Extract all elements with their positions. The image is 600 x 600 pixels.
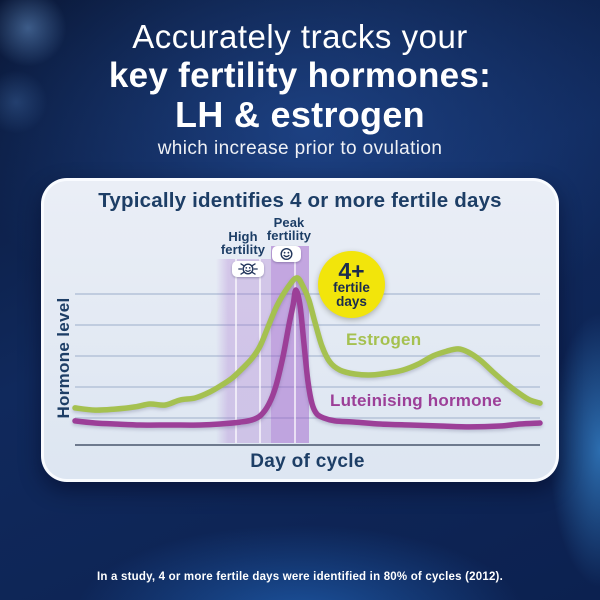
high-result-chip (232, 261, 264, 277)
badge-line2: fertile (333, 279, 370, 295)
high-fertility-label-line2: fertility (220, 241, 266, 257)
chart-card: Typically identifies 4 or more fertile d… (41, 178, 559, 482)
y-axis-label: Hormone level (54, 297, 73, 419)
band-day-separator (235, 259, 237, 443)
flashing-smiley-icon (238, 263, 258, 275)
peak-fertility-label-line2: fertility (266, 227, 312, 243)
x-axis-label: Day of cycle (250, 451, 365, 472)
headline-line1: Accurately tracks your (132, 18, 468, 55)
lh-series-label: Luteinising hormone (330, 391, 502, 410)
estrogen-curve (72, 275, 543, 413)
estrogen-series-label: Estrogen (346, 330, 422, 349)
lh-curve (72, 287, 543, 430)
badge-line3: days (336, 293, 367, 309)
study-footnote: In a study, 4 or more fertile days were … (97, 571, 503, 583)
headline-subtitle: which increase prior to ovulation (157, 138, 443, 159)
headline-line3: LH & estrogen (175, 94, 425, 135)
gridline (75, 324, 540, 326)
band-day-separator (294, 246, 296, 443)
hormone-curves (72, 275, 543, 430)
fertile-days-badge: 4+ fertile days (318, 251, 385, 318)
gridline (75, 417, 540, 419)
static-smiley-icon (280, 247, 293, 261)
peak-fertility-label-line1: Peak (273, 215, 305, 230)
peak-fertility-label: Peak fertility (263, 215, 315, 243)
high-fertility-label: High fertility (217, 229, 269, 257)
high-fertility-label-line1: High (228, 229, 258, 244)
headline: Accurately tracks your key fertility hor… (0, 18, 600, 160)
badge-value: 4+ (338, 257, 365, 284)
peak-result-chip (272, 246, 301, 262)
x-axis-line (75, 444, 540, 446)
chart-title: Typically identifies 4 or more fertile d… (98, 189, 502, 212)
headline-line2: key fertility hormones: (108, 56, 492, 95)
